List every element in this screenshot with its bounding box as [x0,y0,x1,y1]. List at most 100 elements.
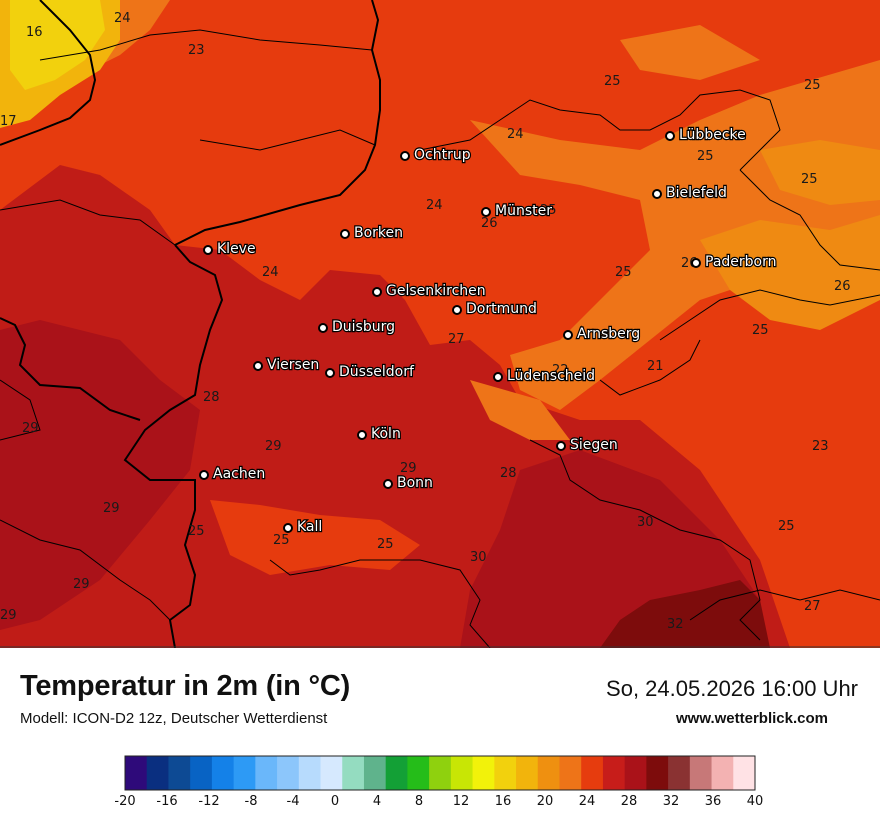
color-scale-box [342,756,365,790]
city-label: Köln [371,426,401,442]
city-label: Ochtrup [414,147,471,163]
temp-value: 16 [26,25,43,40]
temp-value: 29 [400,461,417,476]
footer: Temperatur in 2m (in °C) Modell: ICON-D2… [0,648,880,830]
color-scale-tick-label: 0 [331,794,339,809]
city-bonn[interactable]: Bonn [383,474,434,492]
temp-value: 25 [697,149,714,164]
temperature-labels: 16 24 23 17 25 25 24 25 25 24 26 25 24 2… [0,11,851,632]
color-scale-tick-label: -16 [156,794,177,809]
color-scale-tick-label: 40 [747,794,764,809]
city-label: Bonn [397,475,433,491]
city-dusseldorf[interactable]: Düsseldorf [325,363,416,381]
color-scale-box [494,756,517,790]
city-koln[interactable]: Köln [357,425,402,443]
city-munster[interactable]: Münster [481,202,553,220]
color-scale-tick-label: 8 [415,794,423,809]
color-scale-box [190,756,213,790]
map-title: Temperatur in 2m (in °C) [20,670,351,702]
color-scale-box [277,756,300,790]
city-label: Gelsenkirchen [386,283,486,299]
color-scale-box [233,756,256,790]
city-bielefeld[interactable]: Bielefeld [652,184,728,202]
color-scale-box [407,756,430,790]
color-scale-boxes [124,755,756,791]
temp-value: 29 [22,421,39,436]
city-kleve[interactable]: Kleve [203,240,257,258]
color-scale-box [711,756,734,790]
temp-value: 25 [804,78,821,93]
color-scale-box [363,756,387,790]
state-borders [0,29,880,648]
color-scale-tick-label: -20 [114,794,135,809]
city-viersen[interactable]: Viersen [253,356,321,374]
temp-value: 21 [647,359,664,374]
color-scale-tick-label: 12 [453,794,470,809]
city-siegen[interactable]: Siegen [556,436,619,454]
color-scale-box [602,756,626,790]
city-label: Borken [354,225,403,241]
color-scale-box [298,756,321,790]
city-label: Siegen [570,437,618,453]
color-scale-tick-label: -8 [245,794,258,809]
city-lubbecke[interactable]: Lübbecke [665,126,747,144]
temperature-map: 16 24 23 17 25 25 24 25 25 24 26 25 24 2… [0,0,880,648]
temp-value: 25 [377,537,394,552]
color-scale-tick-label: -12 [198,794,219,809]
country-borders [0,0,381,648]
temp-zone-25 [0,0,880,440]
color-scale-box [450,756,473,790]
temp-value: 32 [667,617,684,632]
temp-value: 27 [804,599,821,614]
temp-value: 29 [103,501,120,516]
city-label: Düsseldorf [339,364,415,380]
temp-value: 25 [273,533,290,548]
color-scale-tick-label: 16 [495,794,512,809]
color-scale-box [472,756,495,790]
color-scale-box [668,756,691,790]
city-label: Paderborn [705,254,776,270]
color-scale-box [385,756,408,790]
city-dortmund[interactable]: Dortmund [452,300,538,318]
city-label: Viersen [267,357,319,373]
temp-value: 17 [0,114,17,129]
color-scale-legend: -20 -16 -12 -8 -4 0 4 8 12 16 20 24 28 32 36 40 [114,755,764,809]
color-scale-box [146,756,169,790]
color-scale-box [255,756,278,790]
temp-value: 26 [834,279,851,294]
city-ludenscheid[interactable]: Lüdenscheid [493,367,596,385]
color-scale-tick-label: 32 [663,794,680,809]
color-scale-tick-label: 24 [579,794,596,809]
website-link[interactable]: www.wetterblick.com [676,710,828,727]
temp-value: 25 [778,519,795,534]
temp-value: 24 [426,198,443,213]
color-scale-box [537,756,560,790]
temp-value: 30 [470,550,487,565]
color-scale-box [211,756,235,790]
temp-value: 25 [615,265,632,280]
city-gelsenkirchen[interactable]: Gelsenkirchen [372,282,487,300]
city-aachen[interactable]: Aachen [199,465,266,483]
temp-value: 30 [637,515,654,530]
temp-value: 29 [73,577,90,592]
temp-value: 28 [500,466,517,481]
city-markers: Lübbecke Ochtrup Bielefeld Münster Borke… [199,126,778,536]
city-arnsberg[interactable]: Arnsberg [563,325,641,343]
city-label: Dortmund [466,301,537,317]
city-ochtrup[interactable]: Ochtrup [400,146,472,164]
city-paderborn[interactable]: Paderborn [691,253,778,271]
temp-zone-16 [10,0,105,90]
color-scale-box [516,756,539,790]
city-label: Arnsberg [577,326,640,342]
city-kall[interactable]: Kall [283,518,323,536]
temp-value: 26 [481,216,498,231]
forecast-datetime: So, 24.05.2026 16:00 Uhr [606,676,858,701]
temp-value: 25 [188,524,205,539]
temp-value: 28 [203,390,220,405]
color-scale-tick-label: 20 [537,794,554,809]
color-scale-box [581,756,604,790]
color-scale-box [624,756,647,790]
city-duisburg[interactable]: Duisburg [318,318,396,336]
color-scale-tick-label: 36 [705,794,722,809]
city-borken[interactable]: Borken [340,224,404,242]
